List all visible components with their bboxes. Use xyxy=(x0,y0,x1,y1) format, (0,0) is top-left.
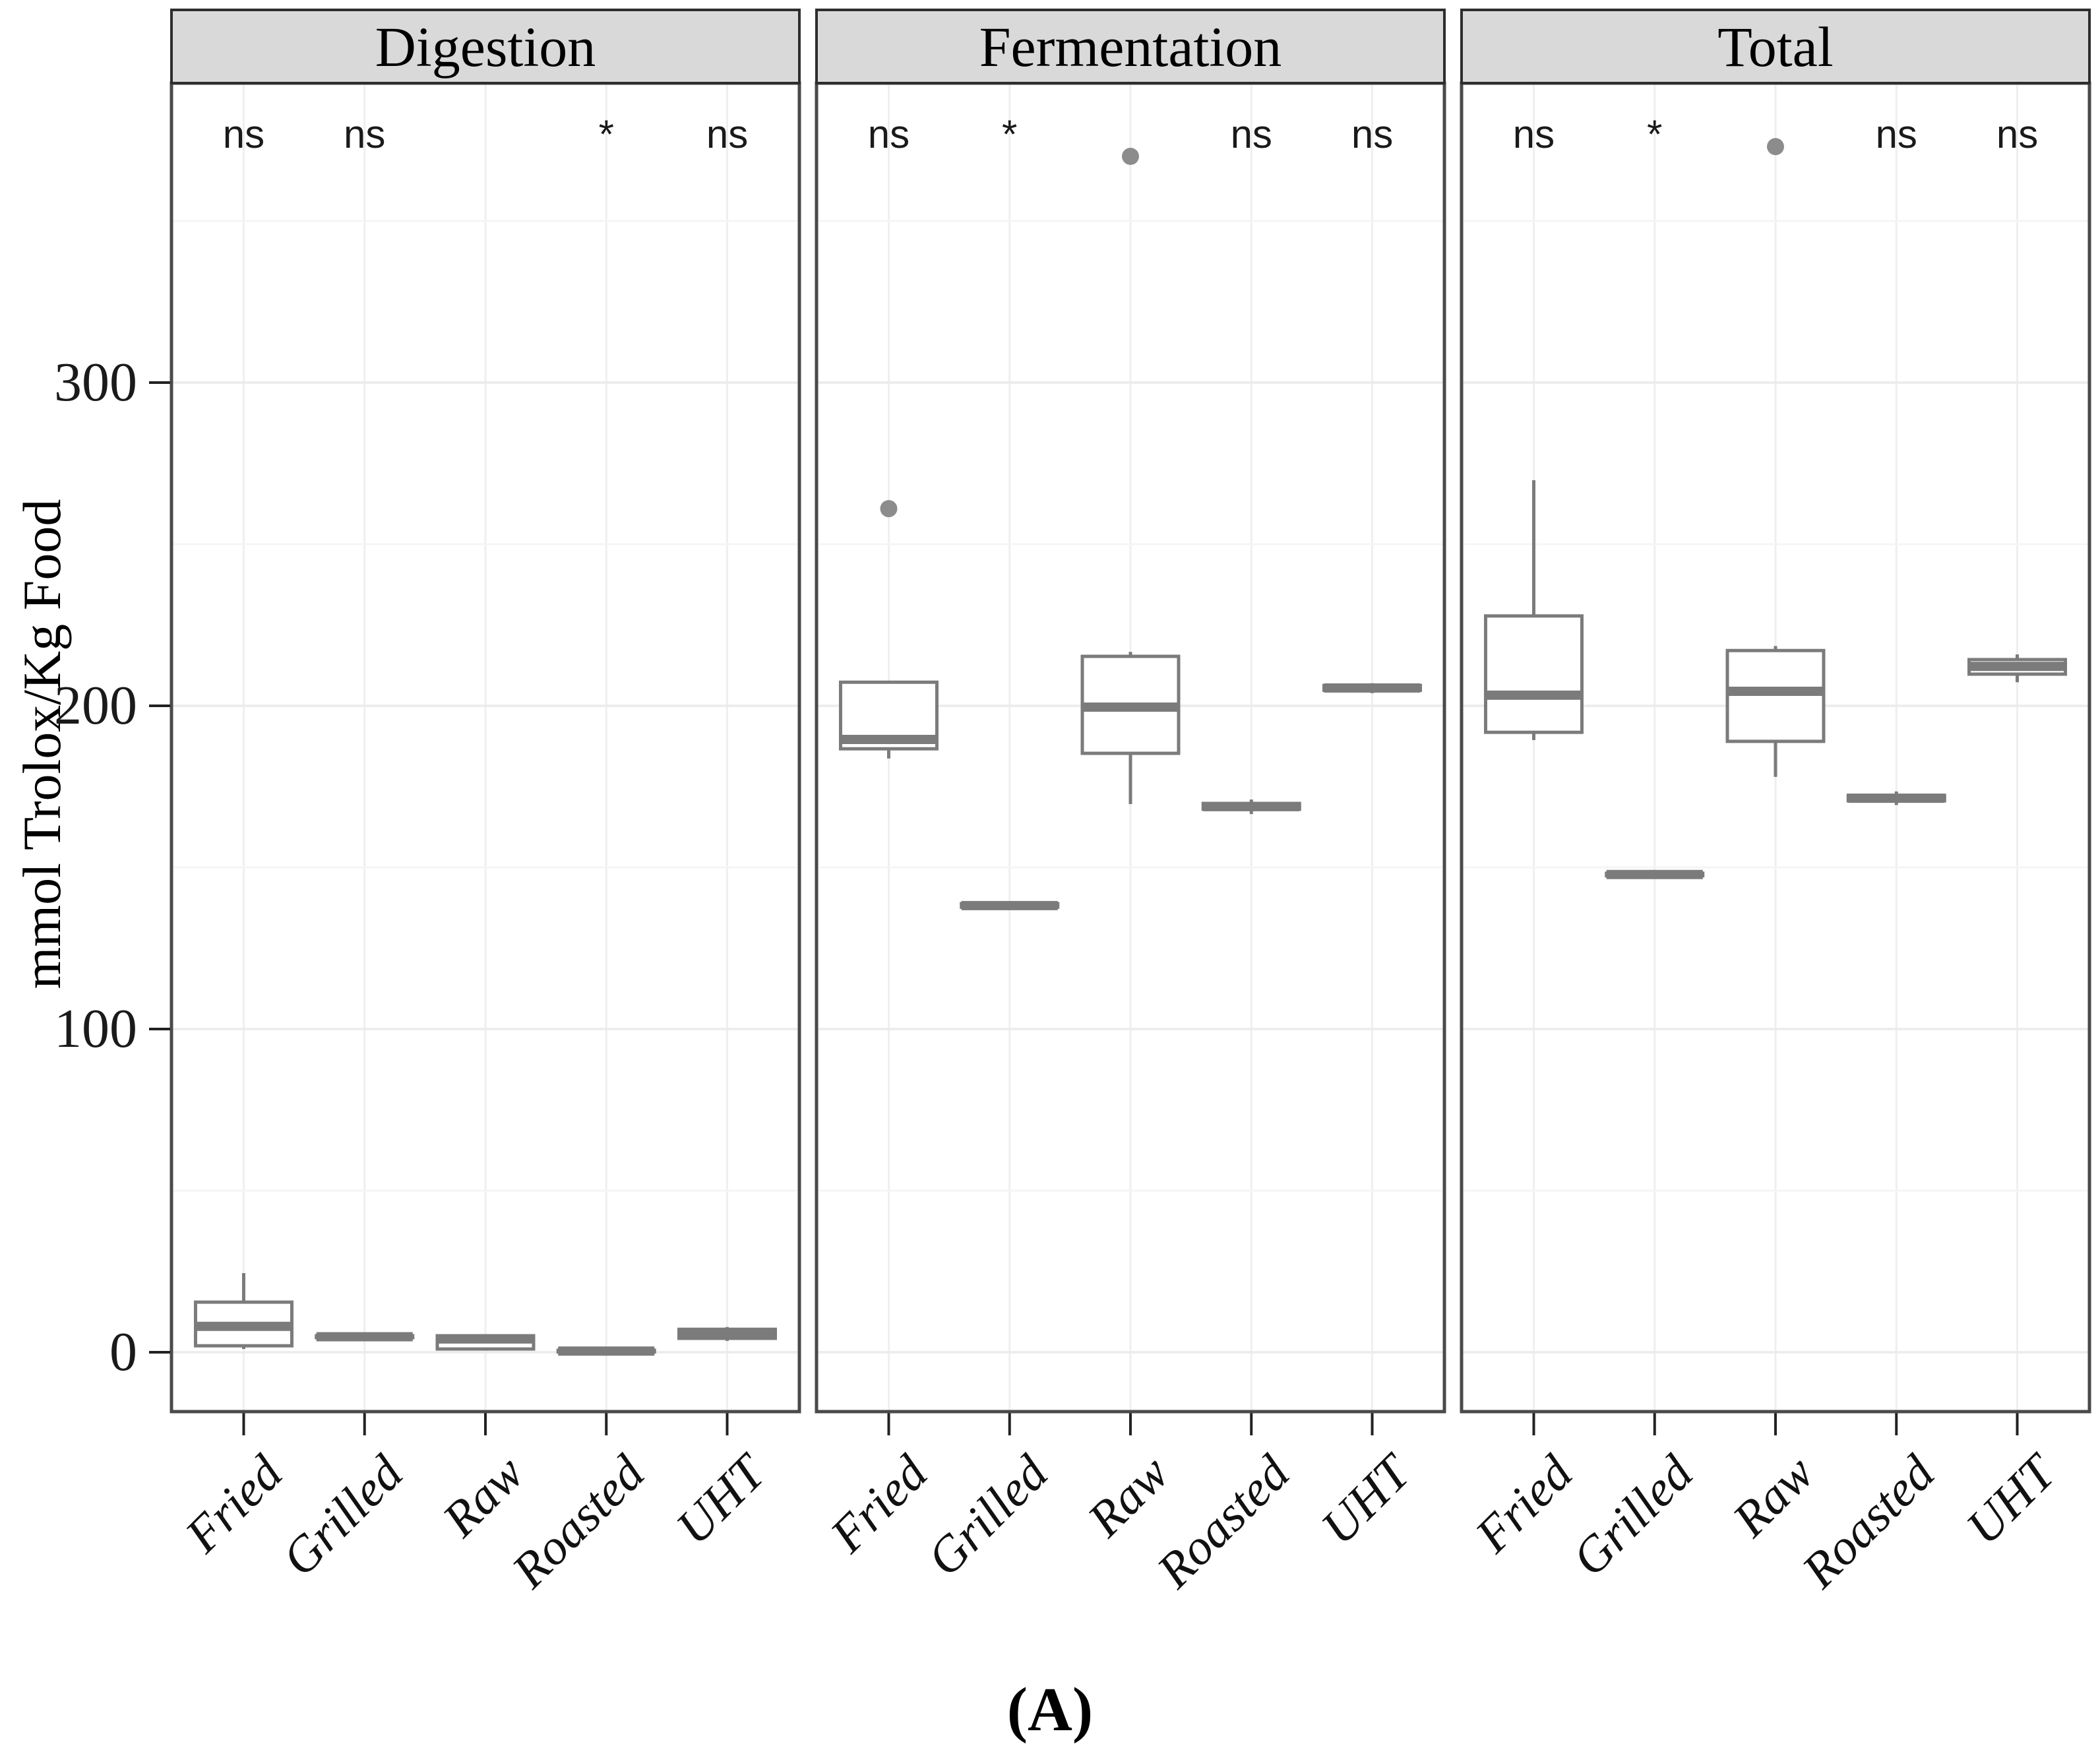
box-total-raw xyxy=(1725,648,1826,743)
outlier-point xyxy=(880,500,898,518)
facet-strip xyxy=(170,9,801,84)
outlier-point xyxy=(1122,148,1139,165)
box-total-fried xyxy=(1483,614,1584,734)
facet-strip xyxy=(1460,9,2091,84)
outlier-point xyxy=(1767,138,1784,156)
facet-strip xyxy=(815,9,1446,84)
